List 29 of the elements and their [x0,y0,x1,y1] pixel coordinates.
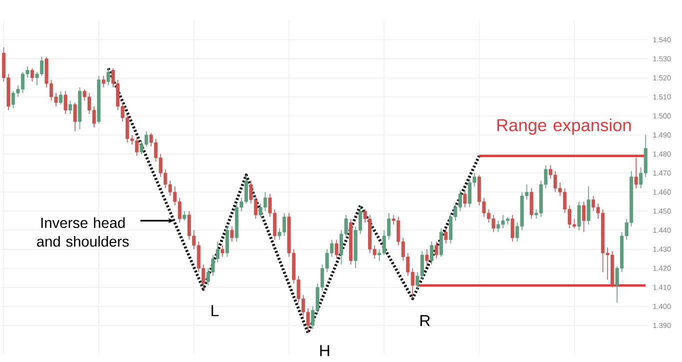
candlestick [577,201,581,231]
candlestick [444,228,448,244]
candlestick [634,157,638,189]
annotation: H [320,345,330,356]
candlestick [530,188,534,220]
candlestick [334,239,338,260]
candlestick [68,100,72,114]
candlestick [73,102,77,132]
candlestick [59,90,63,105]
annotation: R [420,315,430,326]
candlestick [425,248,429,267]
candlestick [582,201,586,232]
candlestick [586,186,590,225]
candlestick [225,226,229,258]
candlestick [102,76,106,88]
candlestick [430,241,434,265]
annotation: Inverse head and shoulders [36,217,129,247]
annotation: L [212,305,219,316]
candlestick [463,190,467,208]
candlestick [220,245,224,258]
candlestick [182,210,186,222]
candlestick [64,90,68,114]
candlestick [510,214,514,242]
annotation: Range expansion [497,118,631,135]
candlestick [230,226,234,242]
candlestick [30,68,34,82]
candlestick [434,241,438,260]
candlestick [106,68,110,86]
candlestick [439,228,443,258]
